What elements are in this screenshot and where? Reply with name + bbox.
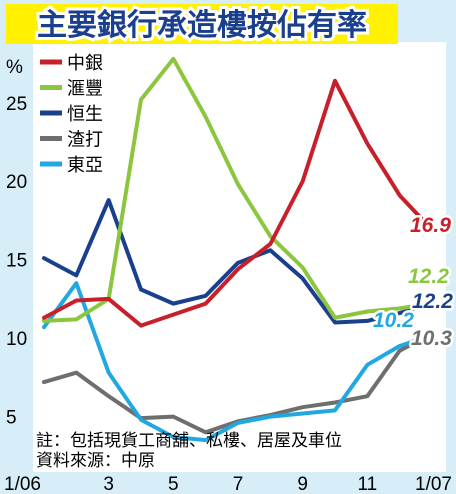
x-axis: 1/06 3 5 7 9 11 1/07 [4,474,452,494]
legend-label-4: 渣打 [67,130,103,151]
end-label-4: 10.3 [411,327,452,350]
series-line-5 [42,281,434,443]
legend-label-5: 東亞 [67,155,103,176]
end-label-halo-1: 16.9 [410,214,451,237]
end-label-halo-5: 10.2 [373,309,414,332]
end-label-2: 12.2 [408,265,449,288]
x-tick-label-9: 9 [297,474,308,494]
x-tick-label-3: 3 [103,474,114,494]
end-label-1: 16.9 [410,214,451,237]
y-tick-label-25: 25 [6,94,27,115]
chart-title-shadow: 主要銀行承造樓按佔有率 [37,8,367,43]
chart-title: 主要銀行承造樓按佔有率 [37,8,367,43]
x-tick-label-1: 1/06 [4,474,41,494]
end-label-halo-4: 10.3 [411,327,452,350]
y-axis: 5 10 15 20 25 [6,94,27,429]
x-tick-label-11: 11 [357,474,377,494]
footnote-source: 資料來源：中原 [36,451,155,471]
title-banner [6,4,398,44]
footnote-scope: 註：包括現貨工商舖、私樓、居屋及車位 [36,431,342,451]
series-lines [42,56,434,443]
end-label-halo-2: 12.2 [408,265,449,288]
end-labels: 16.916.912.212.212.212.210.310.310.210.2 [371,212,456,353]
y-tick-label-15: 15 [6,251,27,272]
end-label-5: 10.2 [373,309,414,332]
legend-label-3: 恒生 [67,104,103,125]
x-tick-label-7: 7 [233,474,244,494]
plot-background [33,42,446,472]
y-tick-label-20: 20 [6,172,27,193]
legend-label-1: 中銀 [67,53,103,74]
series-line-3 [42,198,434,325]
y-tick-label-10: 10 [6,329,27,350]
end-label-3: 12.2 [412,290,453,313]
y-axis-unit: % [6,57,23,78]
end-label-halo-3: 12.2 [412,290,453,313]
y-tick-label-5: 5 [6,408,17,429]
legend-label-2: 滙豐 [67,79,103,100]
series-line-1 [42,78,434,328]
x-tick-label-13: 1/07 [415,474,452,494]
x-tick-label-5: 5 [168,474,179,494]
